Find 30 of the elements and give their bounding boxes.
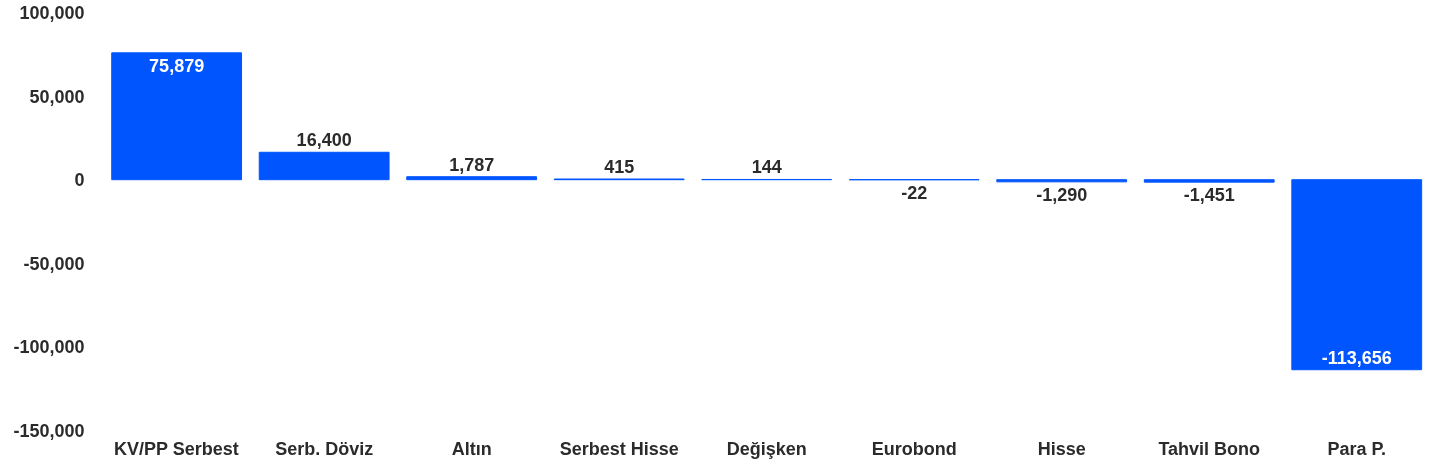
x-tick-label: Eurobond (871, 438, 957, 459)
y-tick-label: -100,000 (13, 337, 85, 358)
bar (111, 52, 243, 181)
data-label: 75,879 (149, 55, 205, 76)
data-label: 1,787 (449, 154, 495, 175)
y-tick-label: 50,000 (29, 86, 85, 107)
y-tick-label: -150,000 (13, 421, 85, 441)
data-label: -113,656 (1321, 347, 1392, 368)
bar (1291, 179, 1423, 371)
x-tick-label: Serb. Döviz (275, 438, 374, 459)
x-tick-label: Altın (451, 438, 492, 459)
x-tick-label: Para P. (1327, 438, 1387, 459)
y-tick-label: 100,000 (19, 3, 85, 23)
y-tick-label: 0 (74, 170, 85, 191)
bar (406, 176, 538, 181)
data-label: 144 (751, 157, 782, 178)
x-tick-label: KV/PP Serbest (114, 438, 239, 459)
data-label: 415 (604, 157, 635, 178)
bar (258, 151, 390, 181)
bar (996, 179, 1128, 183)
x-tick-label: Hisse (1037, 438, 1086, 459)
data-label: -22 (901, 182, 928, 203)
data-label: -1,451 (1183, 185, 1235, 206)
data-label: -1,290 (1036, 184, 1088, 205)
x-tick-label: Serbest Hisse (559, 438, 679, 459)
data-label: 16,400 (296, 130, 352, 151)
bar (1143, 179, 1275, 183)
x-tick-label: Değişken (726, 438, 807, 459)
x-tick-label: Tahvil Bono (1158, 438, 1261, 459)
y-tick-label: -50,000 (23, 253, 85, 274)
